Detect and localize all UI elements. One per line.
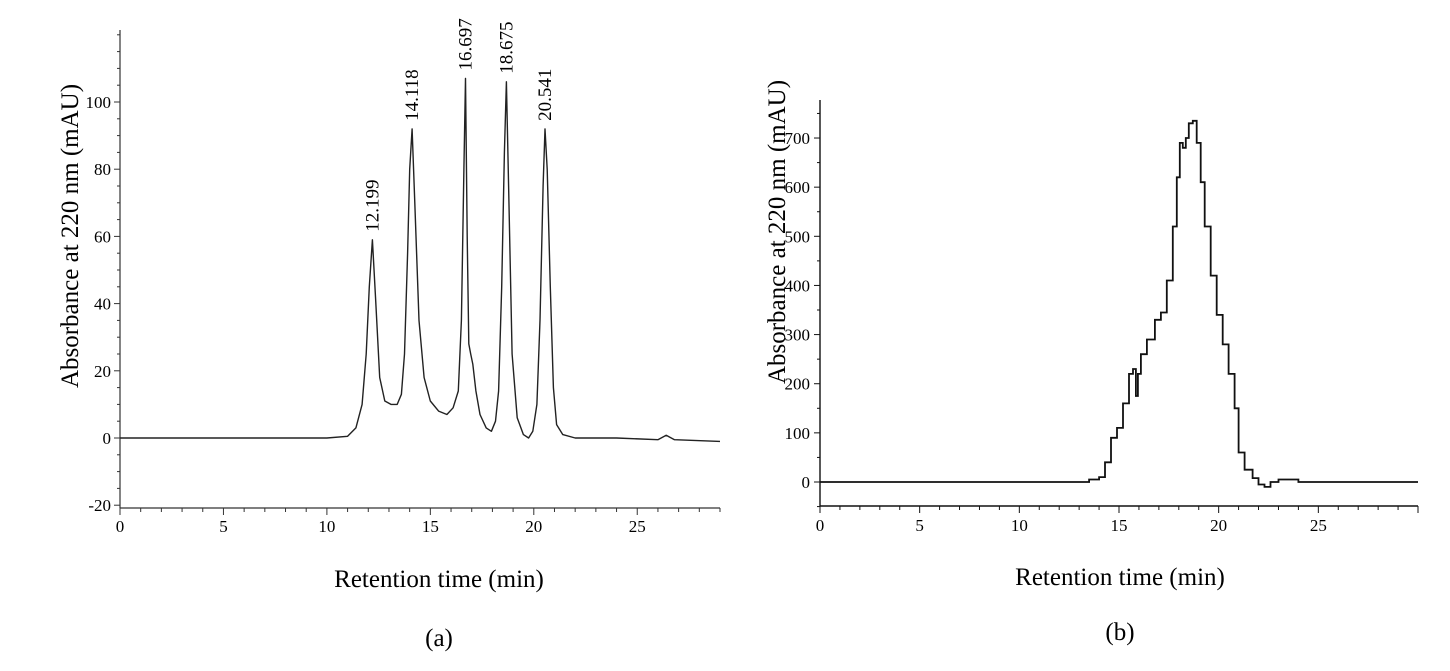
chart-a-peak-labels: 12.199 14.118 16.697 18.675 20.541 [362, 18, 556, 232]
chart-a-y-tick-label: -20 [88, 496, 111, 515]
chart-b-x-axis-title: Retention time (min) [1015, 564, 1225, 591]
chart-a-x-tick-label: 0 [116, 517, 125, 536]
chart-b-y-axis-title: Absorbance at 220 nm (mAU) [764, 80, 791, 384]
chart-a-series [120, 77, 721, 443]
chart-b-x-tick-label: 0 [816, 516, 825, 535]
chart-a-peak-label: 12.199 [362, 180, 383, 232]
chart-a-peak-label: 14.118 [402, 69, 423, 121]
chart-b-x-tick-label: 25 [1310, 516, 1327, 535]
chart-a-y-axis-title: Absorbance at 220 nm (mAU) [57, 84, 84, 388]
chart-a-x-tick-label: 10 [318, 517, 335, 536]
chart-b-y-tick-label: 700 [785, 129, 811, 148]
chart-a-axes [119, 30, 720, 509]
chart-b-y-tick-label: 100 [785, 424, 811, 443]
chart-a-panel-label: (a) [425, 625, 453, 652]
chart-b-y-tick-label: 500 [785, 227, 811, 246]
chart-panel-a: 0 5 10 15 20 25 -20 0 20 40 60 80 100 12.199 14.118 16… [57, 18, 721, 652]
chart-b-series-line [820, 119, 1418, 488]
chart-a-x-tick-label: 5 [219, 517, 228, 536]
chart-a-x-tick-label: 20 [525, 517, 542, 536]
chart-b-x-tick-label: 15 [1111, 516, 1128, 535]
chart-b-y-tick-label: 600 [785, 178, 811, 197]
chart-a-y-tick-label: 80 [94, 160, 111, 179]
chart-a-y-tick-label: 100 [86, 93, 112, 112]
chart-a-x-tick-label: 15 [422, 517, 439, 536]
chart-b-series [820, 119, 1418, 488]
chart-b-y-tick-label: 300 [785, 326, 811, 345]
chart-b-x-tick-label: 10 [1011, 516, 1028, 535]
chart-a-peak-label: 20.541 [535, 69, 556, 121]
chart-a-peak-label: 16.697 [456, 18, 477, 70]
chart-b-x-tick-label: 5 [915, 516, 924, 535]
chart-b-axes [819, 100, 1418, 507]
chart-panel-b: 0 5 10 15 20 25 0 100 200 300 400 500 600 700 Retenti… [764, 80, 1419, 646]
chart-b-x-tick-label: 20 [1210, 516, 1227, 535]
chart-a-y-tick-label: 40 [94, 295, 111, 314]
chart-b-y-tick-label: 400 [785, 276, 811, 295]
chart-b-ticks: 0 5 10 15 20 25 0 100 200 300 400 500 600 700 [785, 112, 1419, 535]
chart-a-series-line [120, 77, 721, 443]
chart-b-y-tick-label: 0 [802, 473, 811, 492]
chart-a-ticks: 0 5 10 15 20 25 -20 0 20 40 60 80 100 [86, 34, 721, 536]
chart-a-y-tick-label: 20 [94, 362, 111, 381]
chart-a-y-tick-label: 60 [94, 227, 111, 246]
chart-b-panel-label: (b) [1105, 619, 1134, 646]
chart-a-x-tick-label: 25 [629, 517, 646, 536]
chart-a-peak-label: 18.675 [496, 22, 517, 74]
chart-a-y-tick-label: 0 [103, 429, 112, 448]
chart-b-y-tick-label: 200 [785, 375, 811, 394]
chart-a-x-axis-title: Retention time (min) [334, 566, 544, 593]
